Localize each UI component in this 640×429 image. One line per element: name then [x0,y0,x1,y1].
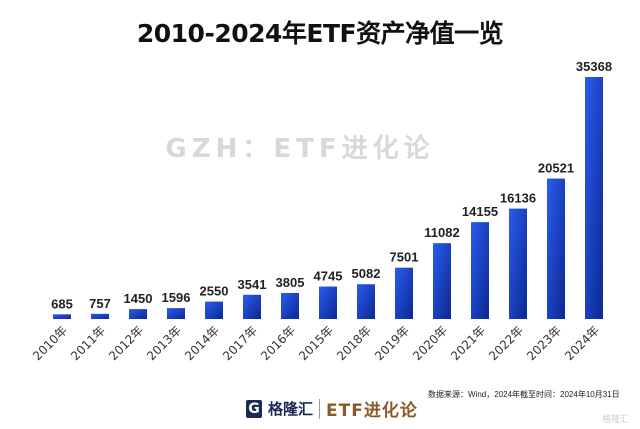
bar-2020年 [433,243,451,319]
logo-divider [319,398,321,419]
chart-title: 2010-2024年ETF资产净值一览 [136,19,504,48]
bar-2021年 [471,222,489,319]
logo-mark: G [246,399,262,418]
x-tick-label: 2024年 [562,323,602,363]
data-label: 35368 [576,59,612,74]
x-tick-label: 2010年 [30,323,70,363]
x-tick-label: 2022年 [486,323,526,363]
x-tick-label: 2011年 [68,323,108,363]
data-label: 20521 [538,161,574,176]
x-tick-label: 2020年 [410,323,450,363]
data-label: 14155 [462,204,498,219]
data-label: 1596 [162,290,191,305]
data-label: 4745 [314,269,343,284]
bar-2016年 [281,292,299,319]
bar-2019年 [395,267,413,319]
logo-name: ETF进化论 [326,401,418,421]
x-tick-label: 2014年 [182,323,222,363]
data-label: 2550 [200,284,229,299]
bar-2014年 [205,301,223,319]
watermark: GZH：ETF进化论 [165,134,435,164]
x-tick-label: 2021年 [448,323,488,363]
data-label: 3541 [238,277,267,292]
data-label: 11082 [424,225,459,240]
x-tick-label: 2015年 [296,323,336,363]
bar-2010年 [53,314,71,319]
data-label: 757 [89,296,111,311]
data-label: 7501 [390,250,419,265]
x-tick-label: 2012年 [106,323,146,363]
x-tick-label: 2016年 [258,323,298,363]
x-tick-label: 2023年 [524,323,564,363]
data-label: 1450 [124,291,153,306]
bar-2022年 [509,208,527,319]
bar-2024年 [585,77,603,319]
bar-2017年 [243,294,261,319]
bar-2013年 [167,308,185,319]
bar-2018年 [357,284,375,319]
logo-brand: 格隆汇 [268,400,314,418]
x-tick-label: 2017年 [220,323,260,363]
data-label: 3805 [276,275,305,290]
data-label: 16136 [500,191,536,206]
footer-logo: G 格隆汇 ETF进化论 [246,396,418,421]
bar-2023年 [547,178,565,319]
x-tick-label: 2018年 [334,323,374,363]
data-source-note: 数据来源：Wind，2024年截至时间：2024年10月31日 [428,390,620,399]
data-label: 5082 [352,266,381,281]
x-tick-label: 2013年 [144,323,184,363]
x-tick-label: 2019年 [372,323,412,363]
bar-2015年 [319,286,337,319]
data-label: 685 [51,296,73,311]
corner-watermark: 格隆汇 [602,415,630,425]
bar-2011年 [91,313,109,319]
bar-2012年 [129,309,147,319]
